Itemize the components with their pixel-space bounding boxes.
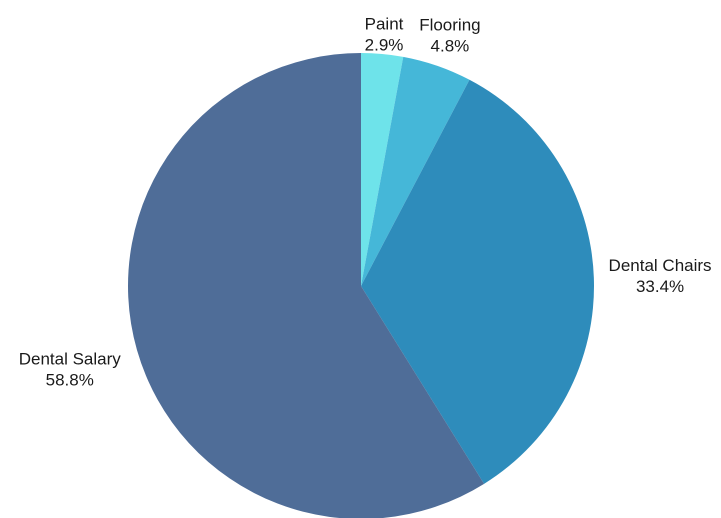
slice-label-paint: Paint 2.9%: [365, 15, 404, 55]
slice-label-dental-salary: Dental Salary 58.8%: [19, 350, 122, 390]
slice-percent-label: 33.4%: [636, 277, 684, 296]
pie-slice-paint: [361, 53, 404, 286]
pie-slice-flooring: [361, 56, 470, 286]
slice-category-label: Paint: [365, 15, 404, 34]
slice-label-dental-chairs: Dental Chairs 33.4%: [609, 256, 712, 296]
pie-slice-dental-salary: [128, 53, 485, 518]
slice-percent-label: 2.9%: [365, 36, 404, 55]
labels-layer: Paint 2.9%Flooring 4.8%Dental Chairs 33.4%D…: [19, 15, 712, 390]
slice-category-label: Dental Chairs: [609, 256, 712, 275]
slices-layer: [128, 53, 594, 518]
slice-percent-label: 4.8%: [431, 37, 470, 56]
slice-category-label: Dental Salary: [19, 350, 122, 369]
slice-category-label: Flooring: [419, 16, 480, 35]
pie-slice-dental-chairs: [361, 79, 594, 484]
slice-percent-label: 58.8%: [46, 371, 94, 390]
slice-label-flooring: Flooring 4.8%: [419, 16, 480, 56]
